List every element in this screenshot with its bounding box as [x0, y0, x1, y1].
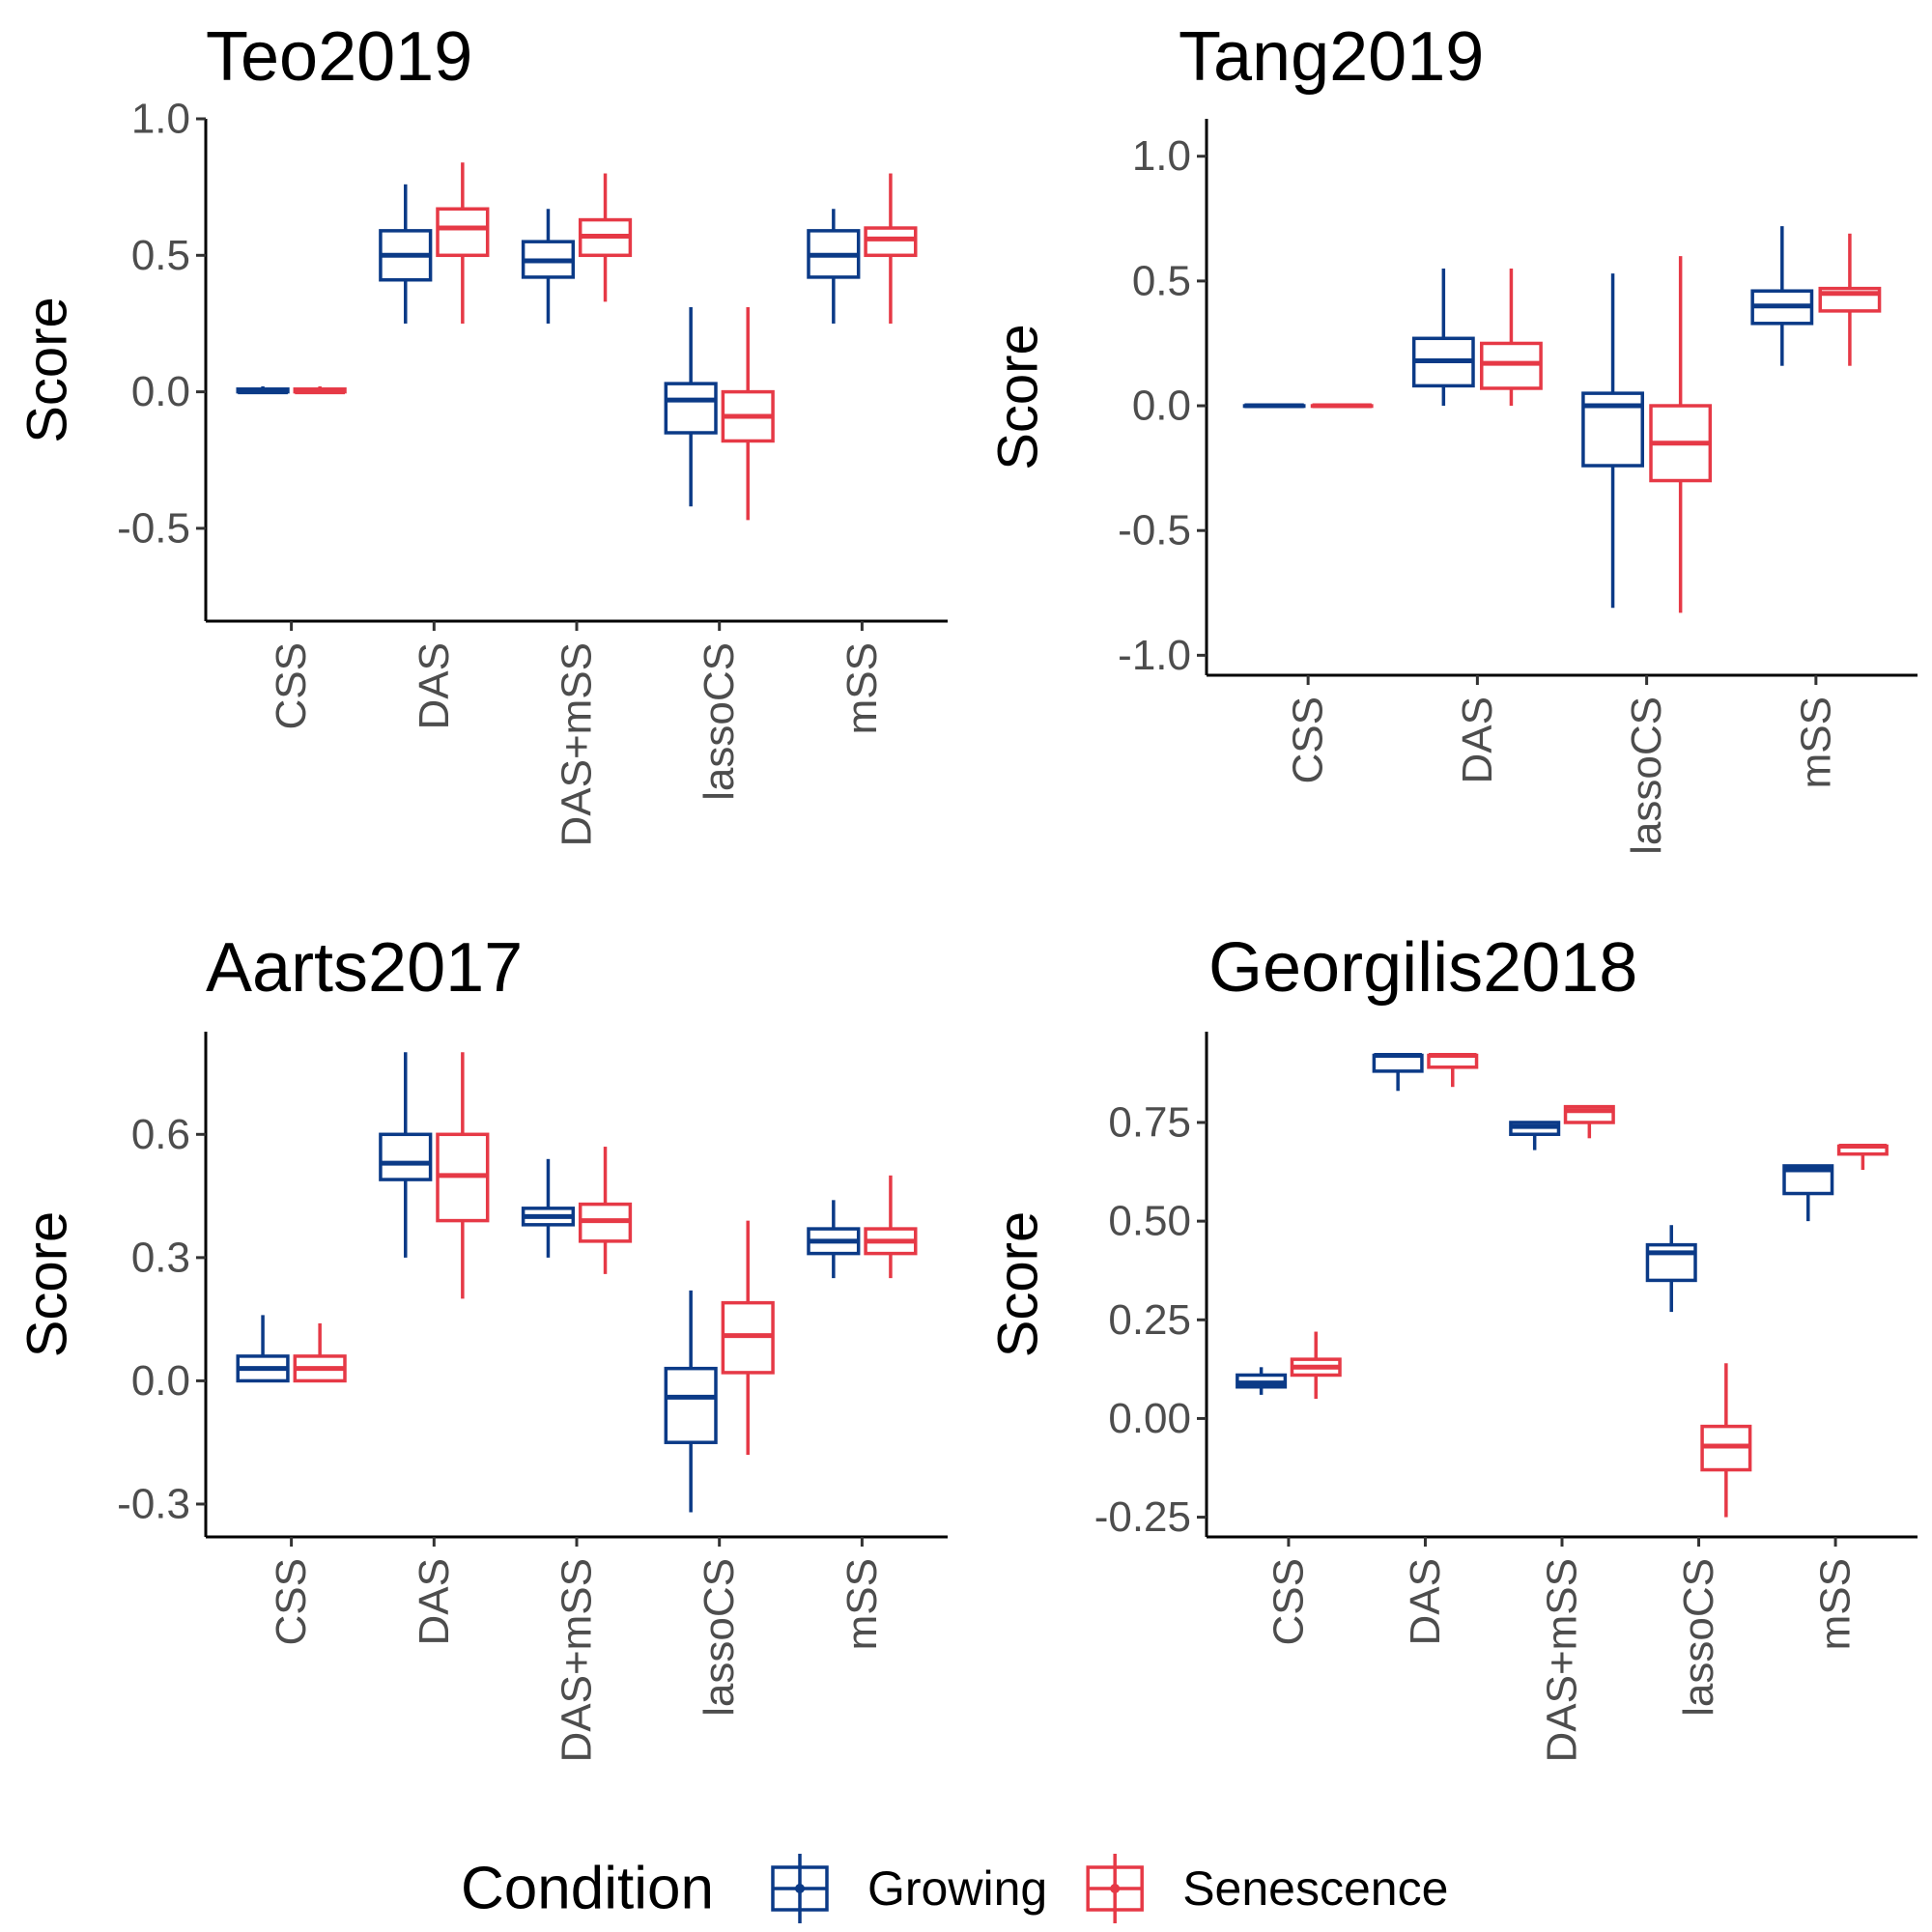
- y-tick-label: 0.00: [1108, 1395, 1191, 1442]
- y-axis-label: Score: [16, 1211, 79, 1358]
- legend-label: Growing: [867, 1861, 1047, 1916]
- x-tick-label: DAS: [411, 642, 458, 729]
- box: [436, 207, 490, 258]
- legend-item: Growing: [771, 1854, 1047, 1923]
- y-tick-label: 0.6: [131, 1111, 190, 1158]
- x-tick-label: DAS: [411, 1558, 458, 1645]
- panel-title: Teo2019: [206, 18, 472, 96]
- x-tick-label: CSS: [1285, 696, 1332, 783]
- box: [664, 1366, 718, 1444]
- y-tick-label: -0.3: [117, 1480, 190, 1527]
- legend-key-dot: [795, 1884, 805, 1893]
- panel-title: Georgilis2018: [1208, 929, 1637, 1007]
- x-tick-label: lassoCS: [1623, 696, 1670, 855]
- x-tick-label: mSS: [838, 642, 886, 734]
- x-tick-label: mSS: [1812, 1558, 1860, 1650]
- box: [864, 226, 918, 258]
- y-tick-label: -0.5: [1118, 507, 1191, 554]
- y-axis-label: Score: [987, 1211, 1050, 1358]
- legend-item: Senescence: [1086, 1854, 1448, 1923]
- x-tick-label: DAS+mSS: [1539, 1558, 1586, 1763]
- x-tick-label: DAS: [1402, 1558, 1449, 1645]
- x-tick-label: DAS: [1454, 696, 1501, 783]
- x-tick-label: lassoCS: [696, 642, 743, 801]
- box: [379, 1132, 433, 1181]
- panel-title: Aarts2017: [206, 929, 523, 1007]
- x-tick-label: mSS: [838, 1558, 886, 1650]
- legend-label: Senescence: [1182, 1861, 1448, 1916]
- legend-key-dot: [1110, 1884, 1121, 1893]
- y-tick-label: 0.0: [1132, 383, 1191, 430]
- y-tick-label: 1.0: [1132, 132, 1191, 180]
- y-axis-label: Score: [16, 297, 79, 443]
- x-tick-label: lassoCS: [696, 1558, 743, 1717]
- y-tick-label: 0.75: [1108, 1098, 1191, 1146]
- y-tick-label: 0.3: [131, 1234, 190, 1281]
- box: [1480, 341, 1543, 390]
- x-tick-label: mSS: [1792, 696, 1839, 788]
- x-tick-label: DAS+mSS: [554, 642, 601, 847]
- y-tick-label: -0.25: [1094, 1493, 1191, 1541]
- panel-title: Tang2019: [1179, 18, 1484, 96]
- x-tick-label: CSS: [1264, 1558, 1312, 1645]
- legend-title: Condition: [461, 1856, 714, 1922]
- box: [1818, 286, 1882, 313]
- y-tick-label: 1.0: [131, 96, 190, 143]
- y-tick-label: 0.0: [131, 368, 190, 415]
- box: [1782, 1164, 1834, 1196]
- y-tick-label: 0.0: [131, 1357, 190, 1405]
- box: [1645, 1242, 1697, 1283]
- y-tick-label: -1.0: [1118, 632, 1191, 679]
- x-tick-label: CSS: [268, 642, 315, 729]
- box: [664, 382, 718, 435]
- x-tick-label: lassoCS: [1675, 1558, 1722, 1717]
- y-tick-label: 0.5: [1132, 257, 1191, 304]
- y-tick-label: 0.5: [131, 232, 190, 279]
- y-axis-label: Score: [987, 324, 1050, 470]
- y-tick-label: 0.25: [1108, 1296, 1191, 1344]
- box: [1581, 391, 1644, 468]
- x-tick-label: CSS: [268, 1558, 315, 1645]
- y-tick-label: -0.5: [117, 504, 190, 552]
- y-tick-label: 0.50: [1108, 1198, 1191, 1245]
- x-tick-label: DAS+mSS: [554, 1558, 601, 1763]
- box: [1563, 1104, 1615, 1124]
